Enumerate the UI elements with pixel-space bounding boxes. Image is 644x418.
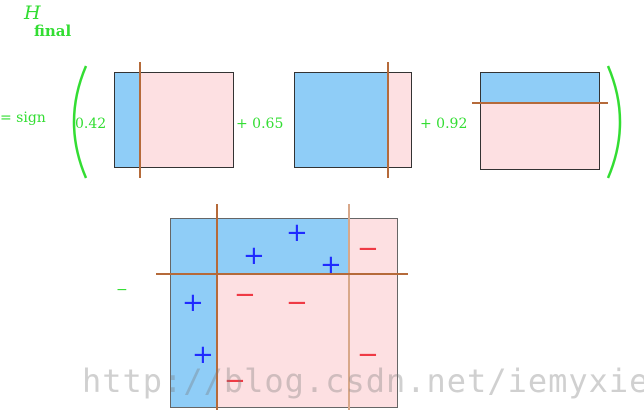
final-classifier: [170, 218, 398, 408]
split-line: [139, 62, 141, 178]
minus-label: −: [116, 282, 128, 298]
final-classifier-border: [170, 218, 398, 408]
minus-marker: −: [357, 340, 379, 370]
weak-classifier-2: [294, 72, 412, 168]
split-line: [472, 102, 608, 104]
minus-marker: −: [286, 288, 308, 318]
positive-region: [481, 73, 599, 103]
coefficient-2: + 0.65: [236, 116, 284, 132]
minus-marker: −: [234, 280, 256, 310]
plus-marker: +: [243, 241, 265, 271]
plus-marker: +: [320, 250, 342, 280]
positive-region-top: [217, 218, 348, 274]
hypothesis-subscript: final: [34, 22, 72, 40]
minus-marker: −: [357, 234, 379, 264]
coefficient-1: 0.42: [75, 116, 107, 132]
split-line-vertical-2: [348, 204, 350, 410]
watermark: http://blog.csdn.net/iemyxie: [82, 362, 644, 400]
split-line-vertical-1: [216, 204, 218, 410]
weak-classifier-1: [114, 72, 234, 168]
left-parenthesis: [72, 65, 88, 179]
positive-region: [295, 73, 389, 167]
coefficient-3: + 0.92: [420, 116, 468, 132]
hypothesis-symbol: H: [24, 2, 41, 24]
equals-sign-label: = sign: [0, 110, 46, 126]
plus-marker: +: [182, 288, 204, 318]
minus-marker: −: [224, 366, 246, 396]
split-line-horizontal: [156, 273, 408, 275]
plus-marker: +: [286, 218, 308, 248]
split-line: [387, 62, 389, 178]
positive-region: [115, 73, 141, 167]
plus-marker: +: [192, 340, 214, 370]
right-parenthesis: [606, 65, 622, 179]
weak-classifier-3: [480, 72, 600, 170]
positive-region-left: [170, 218, 217, 408]
